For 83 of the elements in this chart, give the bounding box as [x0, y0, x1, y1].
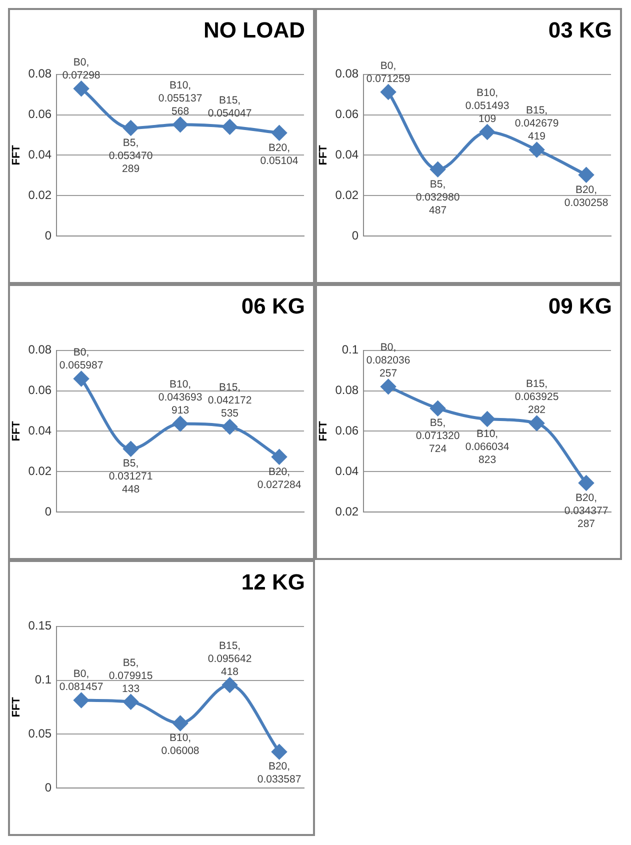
point — [380, 84, 396, 100]
y-tick-label: 0.08 — [335, 66, 359, 81]
data-label: B0, 0.065987 — [59, 346, 104, 372]
point — [578, 475, 594, 490]
y-tick-label: 0 — [44, 504, 52, 518]
chart-title: 03 KG — [548, 17, 612, 42]
data-label: B20, 0.030258 — [564, 184, 608, 209]
data-label: B15, 0.042172535 — [208, 382, 252, 420]
y-tick-label: 0 — [44, 228, 52, 242]
y-tick-label: 0.06 — [28, 107, 52, 122]
point — [272, 744, 287, 760]
point — [74, 81, 89, 96]
point — [123, 694, 138, 710]
y-axis-title: FFT — [10, 696, 23, 718]
point — [123, 120, 138, 136]
point — [380, 379, 396, 394]
y-tick-label: 0 — [352, 228, 359, 242]
data-label: B20, 0.05104 — [260, 142, 298, 167]
y-tick-label: 0.08 — [28, 342, 52, 357]
point — [272, 449, 287, 464]
data-label: B15, 0.042679419 — [514, 104, 559, 143]
chart-title: 12 KG — [241, 569, 305, 594]
point — [529, 416, 544, 431]
y-tick-label: 0.06 — [28, 383, 52, 398]
point — [222, 677, 238, 692]
point — [222, 419, 238, 434]
y-tick-label: 0.04 — [335, 148, 359, 162]
data-label: B0, 0.081457 — [59, 668, 104, 694]
data-label: B15, 0.063925282 — [514, 378, 559, 416]
data-label: B15, 0.095642418 — [208, 640, 252, 678]
data-label: B10, 0.06008 — [161, 732, 200, 758]
y-tick-label: 0.02 — [28, 464, 52, 478]
data-label: B5, 0.071320724 — [416, 417, 460, 456]
point — [172, 416, 188, 432]
y-axis-title: FFT — [10, 420, 23, 442]
y-tick-label: 0.04 — [335, 464, 359, 478]
data-label: B20, 0.027284 — [257, 466, 302, 491]
point — [430, 162, 446, 177]
y-tick-label: 0.15 — [28, 618, 52, 633]
y-axis-title: FFT — [318, 144, 330, 166]
point — [123, 441, 138, 456]
chart-title: 06 KG — [241, 293, 305, 318]
y-axis-title: FFT — [10, 144, 23, 166]
data-label: B0, 0.082036257 — [366, 342, 410, 380]
chart-title: NO LOAD — [204, 17, 305, 42]
y-tick-label: 0.06 — [335, 107, 359, 122]
data-label: B10, 0.066034823 — [465, 428, 510, 466]
data-label: B10, 0.055137568 — [158, 80, 202, 118]
point — [480, 124, 495, 140]
chart-title: 09 KG — [548, 293, 612, 318]
data-label: B5, 0.079915133 — [108, 656, 153, 695]
y-tick-label: 0.02 — [335, 188, 359, 202]
data-label: B0, 0.07298 — [62, 56, 100, 82]
point — [74, 692, 89, 708]
y-tick-label: 0.1 — [342, 342, 359, 357]
point — [578, 167, 594, 182]
data-label: B20, 0.033587 — [257, 760, 302, 786]
point — [430, 400, 446, 416]
data-label: B15, 0.054047 — [208, 94, 252, 120]
point — [222, 119, 238, 134]
y-tick-label: 0.1 — [34, 672, 52, 687]
point — [172, 117, 188, 132]
data-label: B10, 0.043693913 — [158, 378, 202, 417]
y-tick-label: 0.02 — [28, 188, 52, 202]
y-tick-label: 0.08 — [28, 66, 52, 81]
data-label: B5, 0.053470289 — [108, 136, 153, 175]
y-tick-label: 0.06 — [335, 424, 359, 438]
point — [272, 125, 287, 140]
data-label: B10, 0.051493109 — [465, 86, 510, 125]
y-tick-label: 0.05 — [28, 726, 52, 740]
y-tick-label: 0.04 — [28, 424, 52, 438]
data-label: B5, 0.032980487 — [416, 178, 460, 216]
y-tick-label: 0.08 — [335, 383, 359, 398]
point — [480, 412, 495, 427]
y-axis-title: FFT — [318, 420, 330, 442]
point — [172, 716, 188, 731]
y-tick-label: 0.02 — [335, 504, 359, 518]
y-tick-label: 0 — [44, 780, 52, 794]
point — [529, 142, 544, 158]
point — [74, 371, 89, 386]
data-label: B5, 0.031271448 — [108, 458, 153, 496]
y-tick-label: 0.04 — [28, 148, 52, 162]
data-label: B0, 0.071259 — [366, 60, 410, 85]
